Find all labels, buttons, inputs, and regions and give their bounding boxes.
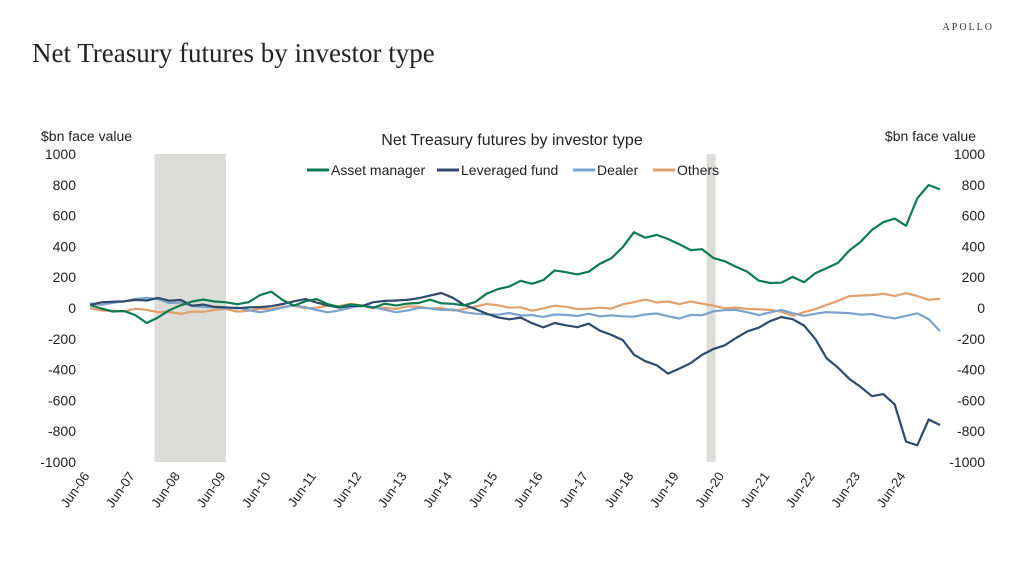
x-tick-label: Jun-16 — [511, 469, 546, 510]
chart-title: Net Treasury futures by investor type — [381, 132, 643, 149]
x-tick-label: Jun-10 — [239, 469, 274, 510]
y-tick-label-right: -200 — [957, 331, 985, 347]
x-tick-label: Jun-07 — [103, 469, 138, 510]
y-tick-label-left: -200 — [48, 331, 76, 347]
y-tick-label-right: 1000 — [954, 146, 985, 162]
y-tick-label-right: -600 — [957, 392, 985, 408]
x-tick-label: Jun-08 — [148, 469, 183, 510]
y-tick-label-left: -600 — [48, 392, 76, 408]
y-tick-label-right: 200 — [962, 269, 986, 285]
y-tick-label-right: -800 — [957, 423, 985, 439]
x-tick-label: Jun-09 — [193, 469, 228, 510]
y-tick-label-right: 800 — [962, 177, 986, 193]
y-tick-label-left: 0 — [68, 300, 76, 316]
legend-label: Asset manager — [331, 162, 425, 178]
series-line-leveraged-fund — [89, 291, 941, 447]
x-tick-label: Jun-11 — [285, 469, 320, 509]
y-tick-label-left: 1000 — [45, 146, 76, 162]
legend-label: Leveraged fund — [461, 162, 558, 178]
y-tick-label-right: -1000 — [949, 454, 985, 470]
x-tick-label: Jun-24 — [873, 469, 908, 510]
series-line-asset-manager — [89, 183, 941, 325]
x-tick-label: Jun-19 — [647, 469, 682, 510]
y-tick-label-right: 600 — [962, 208, 986, 224]
x-tick-label: Jun-20 — [692, 469, 727, 510]
x-tick-label: Jun-12 — [329, 469, 364, 510]
y-tick-label-right: -400 — [957, 362, 985, 378]
y-tick-label-left: -1000 — [40, 454, 76, 470]
legend-label: Others — [677, 162, 719, 178]
x-tick-label: Jun-17 — [556, 469, 591, 510]
x-tick-label: Jun-18 — [601, 469, 636, 510]
y-tick-label-left: -800 — [48, 423, 76, 439]
x-tick-label: Jun-13 — [375, 469, 410, 510]
x-tick-label: Jun-06 — [57, 469, 92, 510]
y-axis-label-left: $bn face value — [41, 128, 132, 144]
page-title: Net Treasury futures by investor type — [32, 38, 435, 68]
y-tick-label-left: 600 — [53, 208, 77, 224]
x-tick-label: Jun-15 — [465, 469, 500, 510]
brand-logo: APOLLO — [942, 22, 994, 33]
y-tick-label-left: -400 — [48, 362, 76, 378]
recession-shading — [706, 154, 716, 462]
legend-label: Dealer — [597, 162, 639, 178]
x-tick-label: Jun-23 — [828, 469, 863, 510]
y-tick-label-right: 400 — [962, 238, 986, 254]
x-tick-label: Jun-14 — [420, 469, 455, 510]
x-tick-label: Jun-22 — [783, 469, 818, 510]
x-tick-label: Jun-21 — [737, 469, 772, 510]
y-tick-label-right: 0 — [977, 300, 985, 316]
y-tick-label-left: 400 — [53, 238, 77, 254]
y-tick-label-left: 200 — [53, 269, 77, 285]
y-axis-label-right: $bn face value — [885, 128, 976, 144]
y-tick-label-left: 800 — [53, 177, 77, 193]
